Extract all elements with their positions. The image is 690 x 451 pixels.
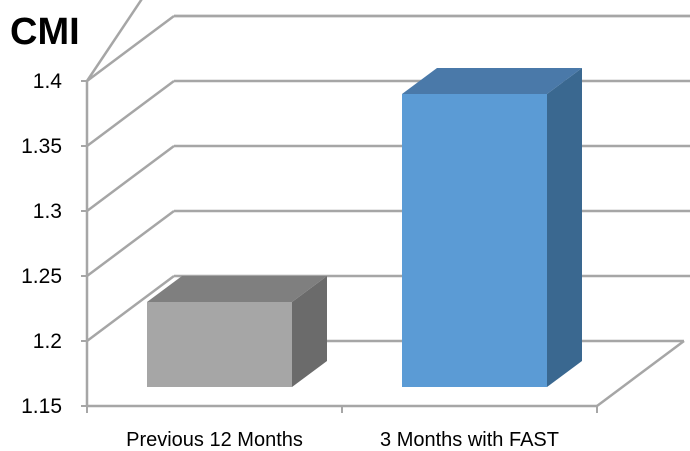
bar-front [147, 302, 292, 387]
gridline [86, 144, 690, 213]
x-category-label: 3 Months with FAST [380, 429, 559, 451]
gridline [86, 79, 690, 148]
bars [147, 68, 582, 387]
bar-side [547, 68, 582, 387]
y-tick-label: 1.4 [33, 70, 63, 93]
gridline [85, 0, 690, 82]
y-tick-label: 1.3 [33, 200, 62, 223]
x-category-label: Previous 12 Months [126, 429, 303, 451]
y-tick-label: 1.25 [21, 265, 62, 288]
bar [402, 68, 582, 387]
y-tick-label: 1.15 [21, 395, 62, 418]
gridline [86, 14, 690, 83]
bar-top [147, 276, 327, 302]
x-axis-category-labels: Previous 12 Months 3 Months with FAST [126, 429, 559, 451]
chart-title: CMI [10, 11, 80, 53]
axes [81, 80, 598, 413]
y-axis-tick-labels: 1.15 1.2 1.25 1.3 1.35 1.4 [21, 70, 62, 418]
y-tick-label: 1.35 [21, 135, 62, 158]
bar-front [402, 94, 547, 387]
bar [147, 276, 327, 387]
bar-side [292, 276, 327, 387]
y-tick-label: 1.2 [33, 330, 62, 353]
bar-top [402, 68, 582, 94]
gridline [86, 209, 690, 278]
